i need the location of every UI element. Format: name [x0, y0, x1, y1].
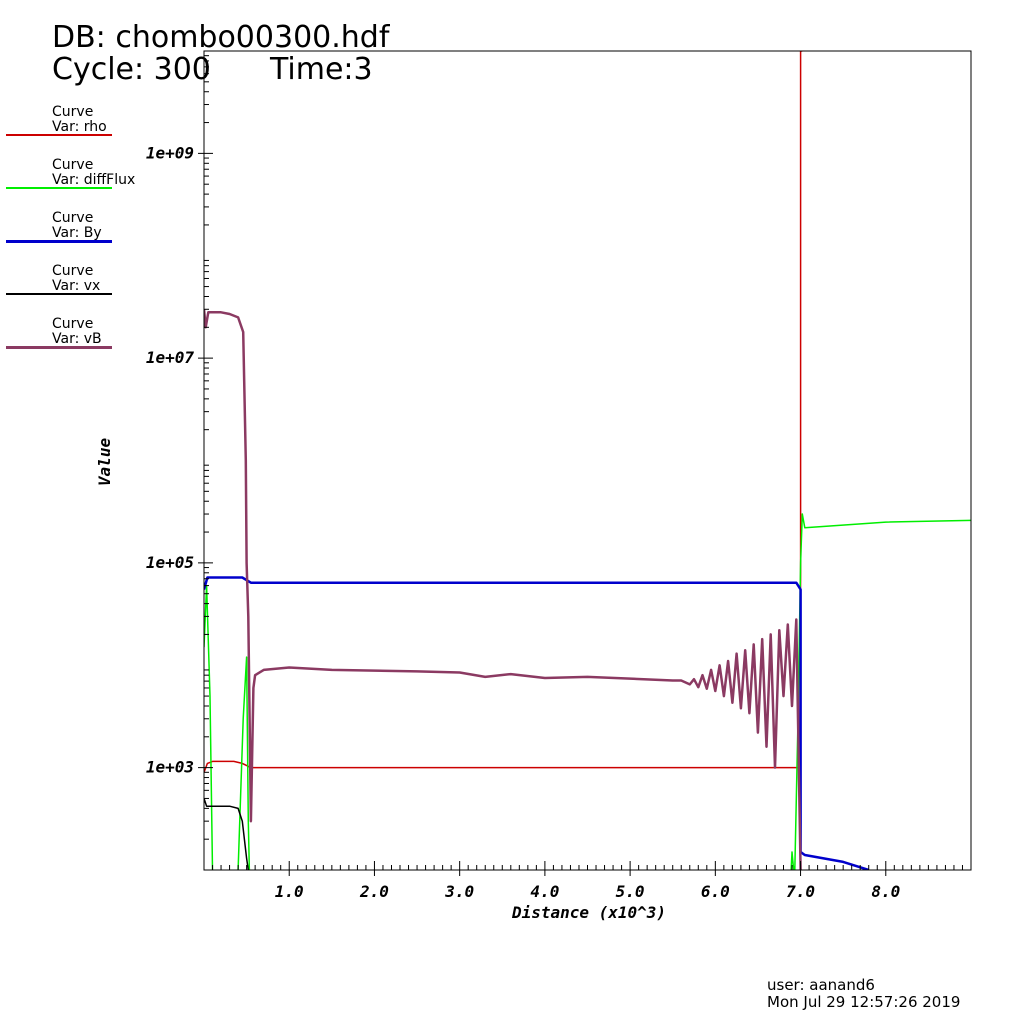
legend-var-label: Var: By [52, 225, 102, 241]
legend-swatch-vx [6, 293, 112, 295]
legend-swatch-rho [6, 134, 112, 136]
y-tick-label: 1e+03 [146, 758, 194, 777]
x-axis-title: Distance (x10^3) [511, 903, 666, 922]
legend-swatch-diffflux [6, 187, 112, 189]
series-line-rho [204, 51, 803, 773]
x-tick-label: 4.0 [530, 882, 559, 901]
cycle-label: Cycle: 300 [52, 52, 211, 87]
timestamp-label: Mon Jul 29 12:57:26 2019 [767, 993, 961, 1011]
legend-swatch-vb [6, 346, 112, 349]
legend-var-label: Var: diffFlux [52, 172, 136, 188]
legend-item-vx: Curve Var: vx [6, 264, 112, 314]
x-tick-label: 3.0 [444, 882, 474, 901]
legend-var-label: Var: vx [52, 278, 101, 294]
series-line-diffflux [204, 513, 971, 870]
x-tick-label: 2.0 [359, 882, 389, 901]
y-tick-label: 1e+09 [146, 143, 194, 162]
legend-item-rho: Curve Var: rho [6, 105, 112, 155]
x-tick-label: 7.0 [786, 882, 815, 901]
series-group [204, 51, 971, 870]
y-tick-label: 1e+07 [146, 348, 195, 367]
y-axis-title: Value [95, 438, 114, 487]
x-tick-label: 8.0 [871, 882, 900, 901]
series-line-by [204, 576, 870, 870]
plot-frame [203, 50, 972, 871]
time-label: Time:3 [270, 52, 373, 87]
x-tick-label: 5.0 [616, 882, 645, 901]
x-tick-label: 1.0 [275, 882, 304, 901]
y-tick-label: 1e+05 [146, 553, 194, 572]
legend-curve-label: Curve [52, 263, 94, 279]
legend-item-diffflux: Curve Var: diffFlux [6, 157, 135, 208]
series-line-vb [204, 309, 802, 870]
legend-swatch-by [6, 240, 112, 243]
axes: 1.0 2.0 3.0 4.0 5.0 6.0 7.0 8.0 1e+03 1e+05 1e+07 1… [146, 50, 972, 901]
legend-curve-label: Curve [52, 157, 94, 173]
legend-var-label: Var: rho [52, 119, 107, 135]
legend-item-by: Curve Var: By [6, 211, 112, 261]
user-label: user: aanand6 [767, 976, 875, 994]
legend-curve-label: Curve [52, 104, 94, 120]
legend-item-vb: Curve Var: vB [6, 317, 112, 367]
legend-curve-label: Curve [52, 210, 94, 226]
legend-var-label: Var: vB [52, 331, 102, 347]
plot-area [204, 51, 971, 870]
legend-curve-label: Curve [52, 316, 94, 332]
series-line-vx [204, 798, 250, 870]
x-tick-label: 6.0 [701, 882, 730, 901]
db-title: DB: chombo00300.hdf [52, 20, 390, 55]
